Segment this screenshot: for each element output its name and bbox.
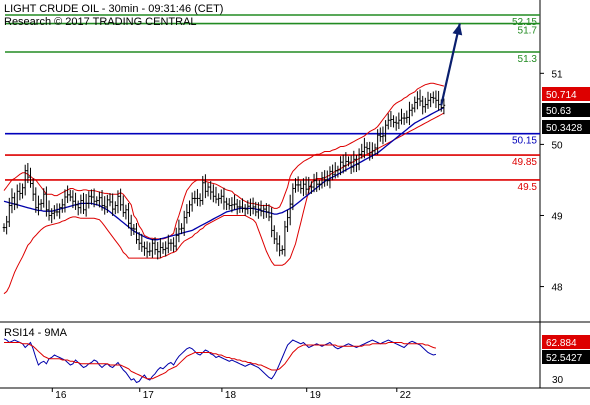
time-x-axis: 16 17 18 19 22 bbox=[51, 388, 412, 401]
projection-arrow-head bbox=[452, 23, 463, 36]
price-badge-50.3428-text: 50.3428 bbox=[546, 123, 583, 134]
price-badge-50.63-text: 50.63 bbox=[546, 106, 571, 117]
chart-title: LIGHT CRUDE OIL - 30min - 09:31:46 (CET) bbox=[4, 3, 223, 15]
rsi-badge-62.884-text: 62.884 bbox=[546, 338, 577, 349]
price-badge-50.714-box bbox=[542, 87, 590, 101]
rsi-badge-62.884-box bbox=[542, 335, 590, 349]
projection-arrow bbox=[440, 23, 463, 106]
level-label-51.3: 51.3 bbox=[518, 54, 538, 65]
rsi-badge-52.5427-box bbox=[542, 350, 590, 364]
x-tick-label: 18 bbox=[225, 390, 237, 400]
projection-arrow-shaft bbox=[440, 23, 461, 106]
price-badge-50.63-box bbox=[542, 103, 590, 117]
price-badges: 50.714 50.63 50.3428 bbox=[542, 87, 590, 134]
level-label-49.5: 49.5 bbox=[518, 182, 538, 193]
x-tick-label: 16 bbox=[55, 390, 67, 400]
price-series bbox=[2, 89, 446, 260]
price-y-tick-label: 48 bbox=[551, 283, 563, 294]
price-badge-50.3428-box bbox=[542, 120, 590, 134]
rsi-y-axis: 30 62.884 52.5427 bbox=[542, 335, 590, 386]
price-y-tick-label: 49 bbox=[551, 211, 563, 222]
rsi-y-tick-label: 30 bbox=[552, 375, 564, 386]
level-label-50.15: 50.15 bbox=[512, 136, 537, 147]
price-y-axis: 48 49 50 51 bbox=[540, 69, 563, 294]
price-badge-50.714-text: 50.714 bbox=[546, 90, 577, 101]
x-tick-label: 19 bbox=[310, 390, 322, 400]
level-label-52.15: 52.15 bbox=[512, 17, 537, 28]
price-y-tick-label: 50 bbox=[551, 140, 563, 151]
rsi-ma-line bbox=[4, 342, 437, 380]
level-label-49.85: 49.85 bbox=[512, 157, 537, 168]
level-label-51.7: 51.7 bbox=[518, 26, 538, 37]
x-tick-label: 22 bbox=[400, 390, 412, 400]
rsi-badge-52.5427-text: 52.5427 bbox=[546, 353, 583, 364]
rsi-title: RSI14 - 9MA bbox=[4, 327, 68, 339]
x-tick-label: 17 bbox=[143, 390, 155, 400]
chart-subtitle: Research © 2017 TRADING CENTRAL bbox=[4, 16, 197, 28]
rsi-panel bbox=[3, 338, 437, 384]
price-y-tick-label: 51 bbox=[551, 69, 563, 80]
rsi-line bbox=[3, 338, 437, 384]
